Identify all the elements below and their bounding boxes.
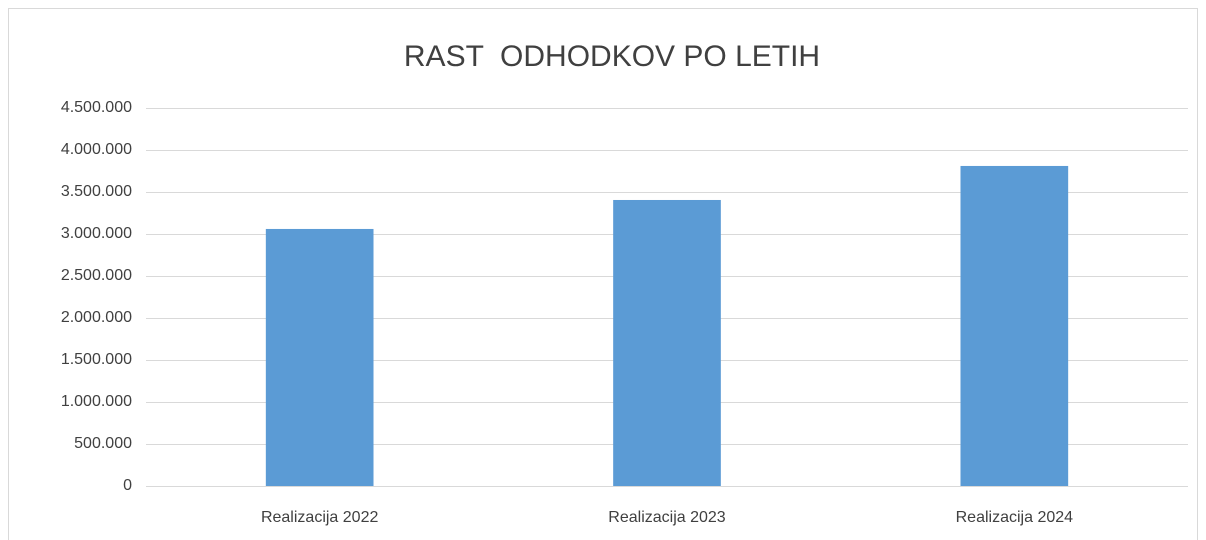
x-tick-label: Realizacija 2024 [956,509,1074,526]
x-tick-label: Realizacija 2022 [261,509,379,526]
bar [960,165,1069,486]
chart-title: RAST ODHODKOV PO LETIH [404,40,820,73]
y-tick-label: 2.000.000 [61,309,132,326]
chart-frame [8,8,1198,540]
x-tick-label: Realizacija 2023 [608,509,726,526]
y-tick-label: 3.000.000 [61,225,132,242]
bar [613,199,721,487]
y-tick-label: 1.500.000 [61,351,132,368]
y-tick-label: 1.000.000 [61,393,132,410]
y-tick-label: 2.500.000 [61,267,132,284]
bar [265,228,374,486]
y-tick-label: 4.500.000 [61,99,132,116]
y-tick-label: 4.000.000 [61,141,132,158]
y-tick-label: 0 [123,477,132,494]
y-tick-label: 500.000 [74,435,132,452]
y-tick-label: 3.500.000 [61,183,132,200]
